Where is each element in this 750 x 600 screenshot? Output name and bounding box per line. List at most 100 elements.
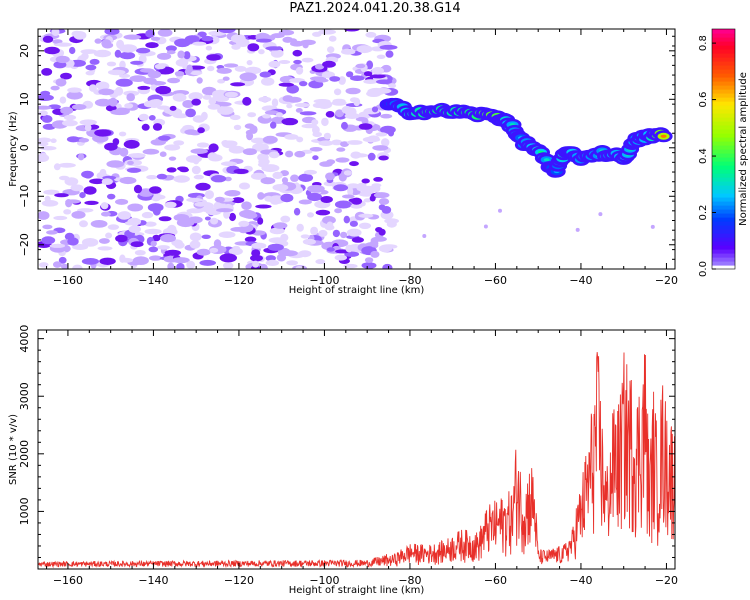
noise-blob bbox=[197, 127, 205, 134]
noise-blob bbox=[343, 215, 350, 224]
colorbar-segment bbox=[712, 117, 735, 122]
noise-blob bbox=[44, 195, 51, 203]
noise-blob bbox=[94, 98, 112, 107]
heatmap-y-axis-label: Frequency (Hz) bbox=[8, 111, 19, 187]
noise-blob bbox=[126, 167, 142, 173]
noise-blob bbox=[164, 201, 177, 208]
noise-blob bbox=[318, 29, 336, 35]
noise-blob bbox=[176, 263, 185, 269]
noise-blob bbox=[106, 61, 117, 67]
noise-blob bbox=[258, 96, 272, 103]
noise-blob bbox=[367, 152, 376, 161]
noise-blob bbox=[331, 139, 343, 146]
colorbar-segment bbox=[712, 233, 735, 238]
noise-blob bbox=[44, 46, 60, 55]
noise-blob bbox=[355, 63, 366, 69]
noise-blob bbox=[296, 223, 304, 232]
noise-blob bbox=[90, 220, 108, 228]
colorbar-segment bbox=[712, 197, 735, 202]
noise-blob bbox=[246, 60, 253, 66]
noise-blob bbox=[124, 103, 134, 109]
noise-blob bbox=[247, 112, 257, 118]
noise-blob bbox=[106, 160, 125, 168]
colorbar-segment bbox=[712, 81, 735, 86]
noise-blob bbox=[107, 224, 120, 230]
colorbar-segment bbox=[712, 193, 735, 198]
noise-blob bbox=[307, 192, 323, 202]
colorbar-segment bbox=[712, 221, 735, 226]
colorbar-segment bbox=[712, 185, 735, 190]
noise-blob bbox=[177, 50, 185, 59]
noise-blob bbox=[42, 35, 54, 43]
noise-blob bbox=[276, 112, 283, 118]
noise-blob bbox=[334, 254, 347, 261]
noise-blob bbox=[294, 150, 306, 158]
noise-blob bbox=[380, 125, 396, 134]
noise-blob bbox=[94, 129, 112, 137]
noise-blob bbox=[152, 234, 161, 242]
noise-blob bbox=[174, 71, 185, 77]
noise-blob bbox=[199, 259, 216, 266]
noise-blob bbox=[157, 29, 173, 37]
noise-blob bbox=[150, 99, 163, 107]
snr-y-tick-label: 3000 bbox=[18, 382, 31, 410]
noise-blob bbox=[223, 262, 234, 269]
heatmap-x-axis-label: Height of straight line (km) bbox=[289, 285, 425, 296]
colorbar-segment bbox=[712, 93, 735, 98]
noise-blob bbox=[210, 175, 227, 183]
noise-blob bbox=[323, 132, 331, 140]
noise-blob bbox=[286, 260, 298, 266]
noise-blob bbox=[132, 256, 149, 265]
colorbar-segment bbox=[712, 113, 735, 118]
noise-blob bbox=[318, 229, 328, 237]
noise-blob bbox=[71, 104, 87, 110]
colorbar-segment bbox=[712, 105, 735, 110]
noise-blob bbox=[225, 140, 238, 147]
noise-blob bbox=[229, 212, 236, 222]
noise-blob bbox=[257, 217, 264, 225]
noise-blob bbox=[123, 139, 140, 149]
colorbar-segment bbox=[712, 33, 735, 38]
noise-blob bbox=[186, 197, 203, 203]
noise-blob bbox=[218, 231, 236, 238]
noise-blob bbox=[77, 153, 85, 161]
noise-blob bbox=[99, 257, 116, 265]
noise-blob bbox=[295, 265, 303, 269]
noise-blob bbox=[108, 97, 118, 107]
noise-blob bbox=[46, 230, 58, 235]
noise-blob bbox=[301, 57, 314, 63]
noise-blob bbox=[358, 123, 373, 130]
noise-blob bbox=[205, 45, 213, 51]
noise-blob bbox=[53, 215, 68, 221]
noise-blob bbox=[311, 119, 319, 126]
noise-blob bbox=[71, 211, 86, 219]
noise-blob bbox=[385, 50, 394, 58]
signal-blob-core bbox=[660, 134, 667, 138]
noise-blob bbox=[100, 202, 109, 210]
noise-blob bbox=[356, 45, 373, 54]
noise-blob bbox=[334, 208, 342, 214]
noise-blob bbox=[336, 147, 346, 152]
heatmap-x-tick-label: −160 bbox=[53, 274, 83, 287]
snr-series-line bbox=[38, 352, 675, 569]
noise-blob bbox=[78, 138, 90, 143]
colorbar-segment bbox=[712, 189, 735, 194]
noise-blob bbox=[53, 261, 62, 268]
noise-blob bbox=[388, 83, 397, 89]
noise-blob bbox=[115, 78, 133, 87]
colorbar-segment bbox=[712, 53, 735, 58]
noise-blob bbox=[350, 75, 365, 81]
noise-blob bbox=[230, 82, 246, 87]
noise-blob bbox=[214, 196, 225, 203]
noise-blob bbox=[123, 34, 142, 40]
noise-blob bbox=[271, 33, 285, 39]
noise-blob bbox=[196, 142, 210, 148]
noise-blob bbox=[287, 96, 302, 103]
noise-blob bbox=[343, 170, 352, 176]
noise-blob bbox=[210, 217, 219, 225]
colorbar-segment bbox=[712, 165, 735, 170]
noise-blob bbox=[222, 76, 230, 81]
noise-blob bbox=[144, 221, 157, 227]
noise-blob bbox=[312, 131, 323, 138]
noise-blob bbox=[350, 197, 363, 205]
